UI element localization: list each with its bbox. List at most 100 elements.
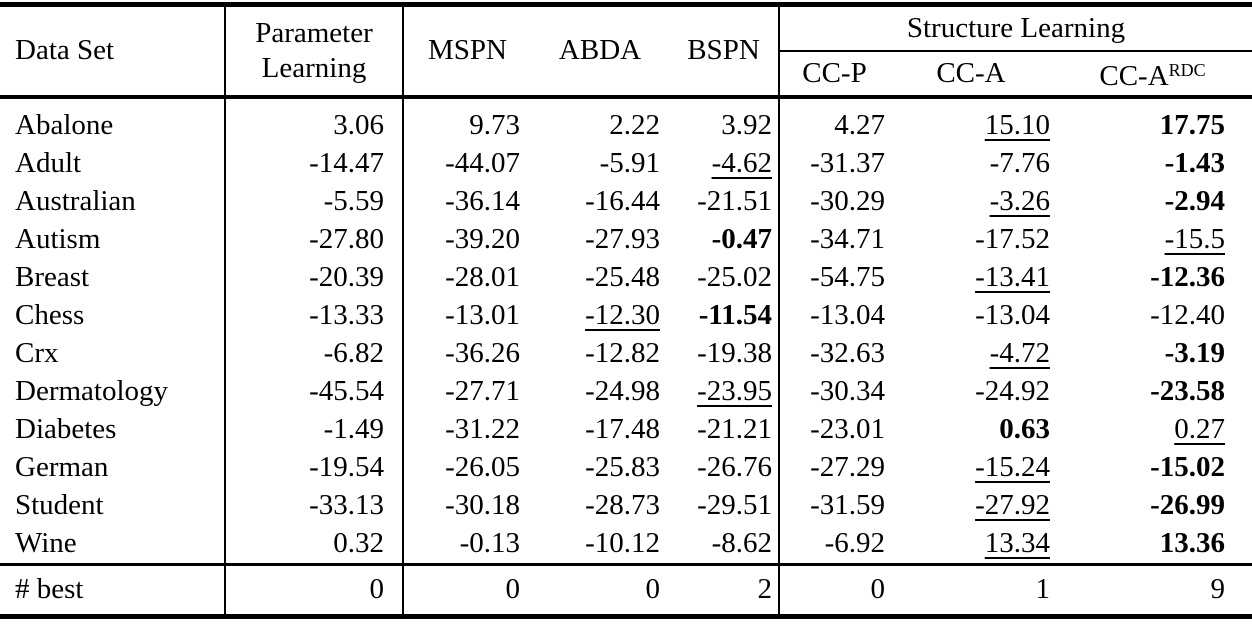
- second-best-value: -13.41: [975, 261, 1050, 293]
- value-cell: -17.48: [531, 411, 669, 449]
- best-value: -0.47: [711, 223, 772, 255]
- second-best-value: -4.62: [711, 147, 772, 179]
- dataset-name: Breast: [15, 261, 90, 293]
- value-cell: -27.80: [224, 220, 403, 259]
- value: 9.73: [469, 109, 520, 141]
- value: -5.91: [599, 147, 660, 179]
- value: -26.76: [697, 451, 772, 483]
- summary-cell-cca: 1: [889, 562, 1053, 616]
- table-row: Autism -27.80 -39.20 -27.93 -0.47 -34.71 -17.5…: [0, 220, 1252, 259]
- value: -30.29: [810, 185, 885, 217]
- table-row: Student -33.13 -30.18 -28.73 -29.51 -31.59 -27…: [0, 486, 1252, 525]
- value: -44.07: [445, 147, 520, 179]
- value-cell: -31.22: [402, 410, 531, 449]
- value-cell: -13.04: [889, 297, 1053, 335]
- col-header-dataset: Data Set: [0, 4, 225, 99]
- value-cell: -4.72: [889, 335, 1053, 373]
- second-best-value: 13.34: [984, 527, 1050, 559]
- second-best-value: -23.95: [697, 375, 772, 407]
- dataset-name: Diabetes: [15, 413, 117, 445]
- value-cell: -30.29: [778, 182, 889, 221]
- value: -6.82: [323, 337, 384, 369]
- second-best-value: -3.26: [989, 185, 1050, 217]
- value-cell: -30.18: [402, 486, 531, 525]
- value-cell: -24.92: [889, 373, 1053, 411]
- table-row: Breast -20.39 -28.01 -25.48 -25.02 -54.75 -13.…: [0, 258, 1252, 297]
- parameter-learning-line2: Learning: [261, 51, 367, 84]
- ccardc-superscript: RDC: [1168, 59, 1206, 80]
- table-row: German -19.54 -26.05 -25.83 -26.76 -27.29 -15.…: [0, 448, 1252, 487]
- value-cell: -12.36: [1053, 259, 1252, 297]
- value: -27.29: [810, 451, 885, 483]
- value-cell: -13.33: [224, 296, 403, 335]
- value-cell: -26.99: [1053, 487, 1252, 525]
- value: -33.13: [309, 489, 384, 521]
- value-cell: -15.5: [1053, 221, 1252, 259]
- value: 0.32: [333, 527, 384, 559]
- col-header-abda: ABDA: [531, 4, 669, 99]
- value-cell: 0.63: [889, 411, 1053, 449]
- value: -30.34: [810, 375, 885, 407]
- value-cell: -15.24: [889, 449, 1053, 487]
- value-cell: -3.19: [1053, 335, 1252, 373]
- value-cell: 9.73: [402, 96, 531, 145]
- value-cell: -31.59: [778, 486, 889, 525]
- value-cell: -34.71: [778, 220, 889, 259]
- value-cell: -24.98: [531, 373, 669, 411]
- value-cell: -12.40: [1053, 297, 1252, 335]
- value-cell: -15.02: [1053, 449, 1252, 487]
- value-cell: -36.26: [402, 334, 531, 373]
- parameter-learning-line1: Parameter: [255, 16, 373, 49]
- header-row-top: Data Set Parameter Learning MSPN ABDA BS…: [0, 4, 1252, 99]
- ccardc-base: CC-A: [1099, 59, 1169, 92]
- table-row: Abalone 3.06 9.73 2.22 3.92 4.27 15.10 17.75: [0, 96, 1252, 145]
- value-cell: -26.05: [402, 448, 531, 487]
- value-cell: -32.63: [778, 334, 889, 373]
- best-value: -23.58: [1150, 375, 1225, 407]
- value-cell: -25.83: [531, 449, 669, 487]
- value: -28.73: [585, 489, 660, 521]
- value-cell: 4.27: [778, 96, 889, 145]
- results-table: Data Set Parameter Learning MSPN ABDA BS…: [0, 2, 1252, 619]
- dataset-name: Adult: [15, 147, 82, 179]
- summary-cell-mspn: 0: [402, 562, 531, 616]
- value: -24.98: [585, 375, 660, 407]
- value: -30.18: [445, 489, 520, 521]
- value: -17.48: [585, 413, 660, 445]
- table-row: Wine 0.32 -0.13 -10.12 -8.62 -6.92 13.34 13.36: [0, 524, 1252, 565]
- value-cell: -19.54: [224, 448, 403, 487]
- summary-cell-ccp: 0: [778, 562, 889, 616]
- value-cell: -7.76: [889, 145, 1053, 183]
- best-value: 13.36: [1159, 527, 1225, 559]
- value-cell: 15.10: [889, 97, 1053, 145]
- value-cell: 0.32: [224, 524, 403, 564]
- best-value: -3.19: [1164, 337, 1225, 369]
- value-cell: -5.59: [224, 182, 403, 221]
- value-cell: -27.29: [778, 448, 889, 487]
- value: -24.92: [975, 375, 1050, 407]
- table-row: Diabetes -1.49 -31.22 -17.48 -21.21 -23.01 0.6…: [0, 410, 1252, 449]
- value: -19.38: [697, 337, 772, 369]
- summary-cell-pl: 0: [224, 562, 403, 616]
- value: -25.48: [585, 261, 660, 293]
- value: -5.59: [323, 185, 384, 217]
- value-cell: -36.14: [402, 182, 531, 221]
- value: -16.44: [585, 185, 660, 217]
- value-cell: -8.62: [669, 525, 779, 565]
- value-cell: -54.75: [778, 258, 889, 297]
- dataset-name: Student: [15, 489, 104, 521]
- value-cell: -23.01: [778, 410, 889, 449]
- summary-cell-bspn: 2: [669, 562, 779, 616]
- value: -31.59: [810, 489, 885, 521]
- value: -27.80: [309, 223, 384, 255]
- value: -27.71: [445, 375, 520, 407]
- value-cell: -28.01: [402, 258, 531, 297]
- value: -21.51: [697, 185, 772, 217]
- summary-cell-ccardc: 9: [1053, 562, 1252, 616]
- value-cell: -19.38: [669, 335, 779, 373]
- dataset-name: German: [15, 451, 109, 483]
- value: 2.22: [609, 109, 660, 141]
- table-row: Australian -5.59 -36.14 -16.44 -21.51 -30.29 -…: [0, 182, 1252, 221]
- value: -1.49: [323, 413, 384, 445]
- value-cell: -23.95: [669, 373, 779, 411]
